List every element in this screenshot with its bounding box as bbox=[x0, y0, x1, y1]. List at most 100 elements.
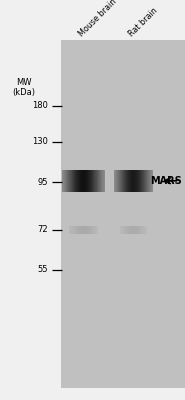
Text: 55: 55 bbox=[38, 266, 48, 274]
Bar bbox=[90, 170, 91, 192]
Bar bbox=[140, 170, 141, 192]
Bar bbox=[127, 170, 128, 192]
Bar bbox=[120, 226, 121, 234]
Bar bbox=[128, 226, 129, 234]
Text: MARS: MARS bbox=[150, 176, 182, 186]
Bar bbox=[73, 226, 74, 234]
Bar bbox=[139, 170, 140, 192]
Bar bbox=[74, 170, 75, 192]
Bar bbox=[115, 170, 116, 192]
Bar bbox=[77, 226, 78, 234]
Bar bbox=[62, 170, 63, 192]
Bar bbox=[93, 170, 94, 192]
Bar bbox=[70, 226, 71, 234]
Text: Rat brain: Rat brain bbox=[127, 6, 159, 38]
Bar bbox=[77, 170, 78, 192]
Bar bbox=[145, 170, 146, 192]
Bar bbox=[134, 226, 135, 234]
Text: MW
(kDa): MW (kDa) bbox=[13, 78, 36, 97]
Bar bbox=[151, 170, 152, 192]
Bar bbox=[89, 170, 90, 192]
Bar bbox=[64, 170, 65, 192]
Text: 130: 130 bbox=[32, 138, 48, 146]
Bar bbox=[70, 170, 71, 192]
Bar bbox=[126, 226, 127, 234]
Bar bbox=[120, 170, 121, 192]
Bar bbox=[97, 226, 98, 234]
Bar bbox=[146, 170, 147, 192]
Bar bbox=[61, 40, 185, 388]
Bar bbox=[140, 226, 141, 234]
Bar bbox=[72, 170, 73, 192]
Bar bbox=[75, 226, 76, 234]
Bar bbox=[141, 226, 142, 234]
Bar bbox=[148, 170, 149, 192]
Text: 95: 95 bbox=[38, 178, 48, 186]
Bar bbox=[76, 170, 77, 192]
Bar bbox=[128, 170, 129, 192]
Bar bbox=[117, 170, 118, 192]
Bar bbox=[137, 170, 138, 192]
Bar bbox=[88, 170, 89, 192]
Bar bbox=[90, 226, 91, 234]
Bar bbox=[135, 226, 136, 234]
Bar bbox=[127, 226, 128, 234]
Bar bbox=[144, 170, 145, 192]
Bar bbox=[104, 170, 105, 192]
Bar bbox=[79, 226, 80, 234]
Bar bbox=[142, 226, 143, 234]
Bar bbox=[80, 170, 81, 192]
Bar bbox=[87, 226, 88, 234]
Bar bbox=[87, 170, 88, 192]
Bar bbox=[82, 170, 83, 192]
Bar bbox=[86, 226, 87, 234]
Bar bbox=[85, 226, 86, 234]
Bar bbox=[95, 170, 96, 192]
Bar bbox=[63, 170, 64, 192]
Bar bbox=[92, 170, 93, 192]
Text: Mouse brain: Mouse brain bbox=[77, 0, 118, 38]
Text: 180: 180 bbox=[32, 102, 48, 110]
Bar bbox=[130, 170, 131, 192]
Bar bbox=[122, 170, 123, 192]
Bar bbox=[119, 170, 120, 192]
Bar bbox=[133, 170, 134, 192]
Bar bbox=[91, 170, 92, 192]
Bar bbox=[78, 226, 79, 234]
Bar bbox=[73, 170, 74, 192]
Bar bbox=[136, 226, 137, 234]
Bar bbox=[81, 170, 82, 192]
Bar bbox=[123, 226, 124, 234]
Bar bbox=[93, 226, 94, 234]
Bar bbox=[100, 170, 101, 192]
Bar bbox=[74, 226, 75, 234]
Text: 72: 72 bbox=[38, 226, 48, 234]
Bar bbox=[114, 170, 115, 192]
Bar bbox=[83, 170, 84, 192]
Bar bbox=[94, 226, 95, 234]
Bar bbox=[89, 226, 90, 234]
Bar bbox=[68, 170, 69, 192]
Bar bbox=[88, 226, 89, 234]
Bar bbox=[118, 170, 119, 192]
Bar bbox=[66, 170, 67, 192]
Bar bbox=[130, 226, 131, 234]
Bar bbox=[145, 226, 146, 234]
Bar bbox=[97, 170, 98, 192]
Bar bbox=[125, 226, 126, 234]
Bar bbox=[143, 170, 144, 192]
Bar bbox=[94, 170, 95, 192]
Bar bbox=[81, 226, 82, 234]
Bar bbox=[69, 226, 70, 234]
Bar bbox=[133, 226, 134, 234]
Bar bbox=[75, 170, 76, 192]
Bar bbox=[144, 226, 145, 234]
Bar bbox=[92, 226, 93, 234]
Bar bbox=[135, 170, 136, 192]
Bar bbox=[116, 170, 117, 192]
Bar bbox=[123, 170, 124, 192]
Bar bbox=[131, 226, 132, 234]
Bar bbox=[95, 226, 96, 234]
Bar bbox=[132, 226, 133, 234]
Bar bbox=[98, 170, 99, 192]
